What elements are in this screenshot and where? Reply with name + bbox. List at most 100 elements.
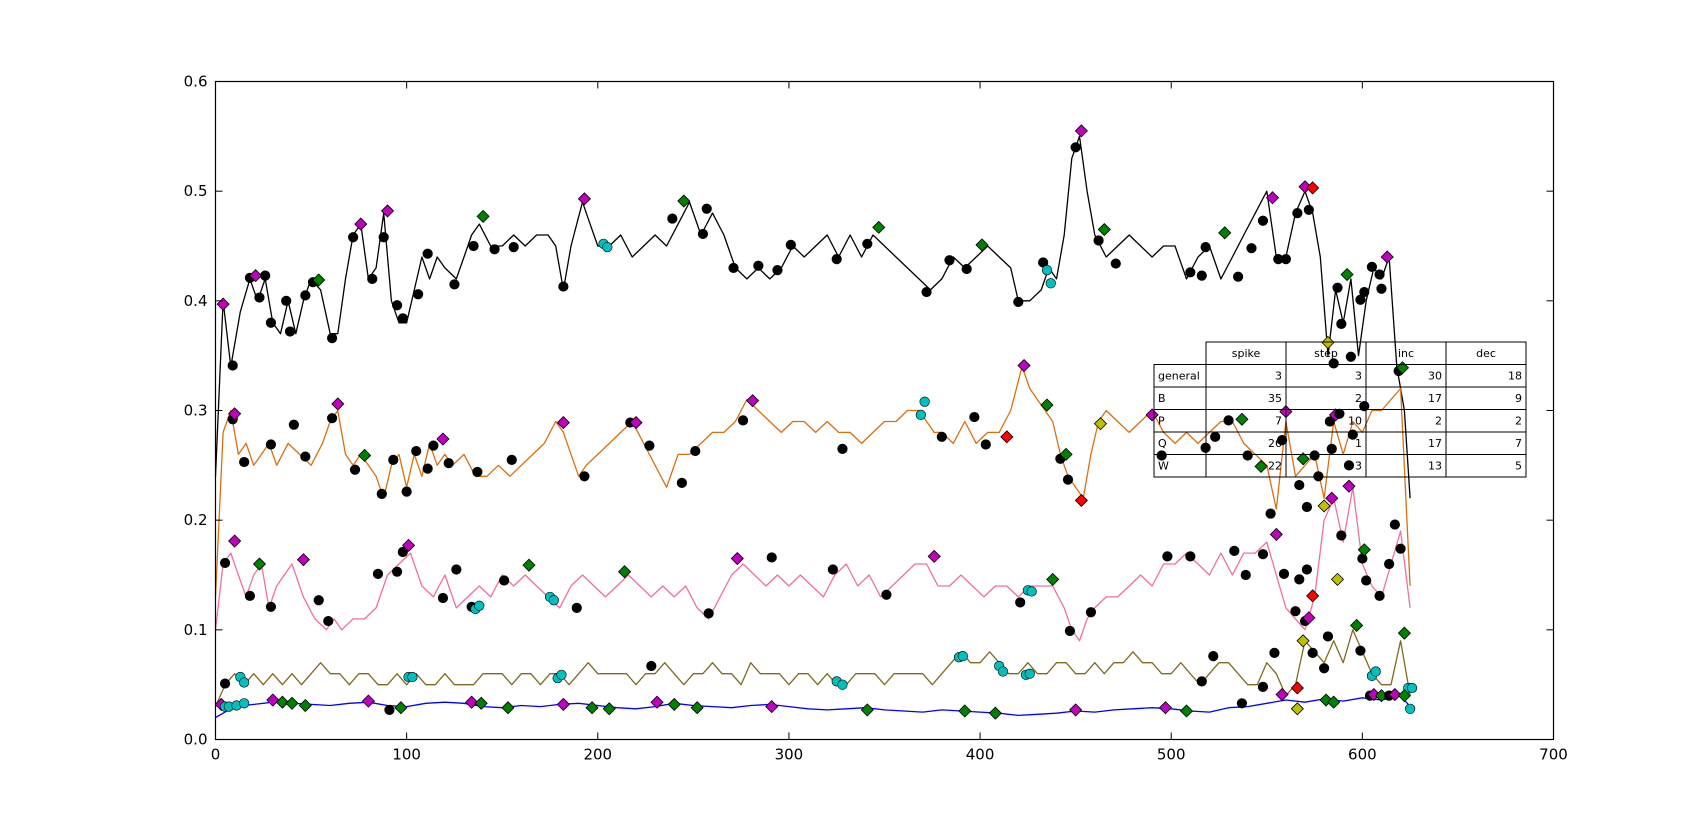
- table-cell-value: 7: [1515, 437, 1522, 450]
- series-3-marker-32: [1026, 586, 1037, 597]
- series-1-marker-24: [468, 240, 479, 252]
- series-1-marker-45: [961, 263, 972, 275]
- series-4-marker-7: [556, 669, 567, 680]
- series-2-marker-48: [1223, 415, 1234, 426]
- series-2-marker-51: [1254, 459, 1268, 473]
- y-tick-label: 0.0: [184, 731, 208, 749]
- x-tick-label: 700: [1539, 746, 1568, 764]
- series-3-marker-46: [1301, 564, 1313, 575]
- series-4-marker-14: [997, 666, 1009, 677]
- series-1-marker-16: [367, 273, 378, 285]
- series-2-marker-8: [331, 397, 345, 411]
- table-cell-value: 2: [1515, 415, 1522, 428]
- table-cell-value: 22: [1268, 460, 1282, 473]
- series-3-marker-34: [1064, 625, 1076, 637]
- series-2-marker-9: [349, 464, 361, 475]
- series-3-marker-21: [548, 595, 559, 606]
- series-1-marker-19: [391, 300, 403, 311]
- series-1-marker-38: [772, 265, 783, 276]
- series-5-marker-21: [690, 701, 704, 715]
- series-2-marker-55: [1294, 479, 1305, 491]
- series-2-marker-20: [506, 454, 517, 465]
- table-cell-value: 1: [1355, 437, 1362, 450]
- x-tick-label: 600: [1348, 746, 1377, 764]
- series-1-marker-26: [489, 244, 500, 255]
- series-5-marker-19: [650, 695, 664, 709]
- series-2-marker-34: [969, 411, 980, 423]
- series-1-marker-46: [975, 238, 989, 252]
- series-2-marker-17: [436, 432, 450, 446]
- series-3-marker-17: [474, 600, 485, 611]
- series-1-marker-7: [265, 317, 277, 328]
- series-1-marker-13: [326, 333, 338, 344]
- table-cell-value: 2: [1435, 415, 1442, 428]
- table-cell-value: 17: [1428, 437, 1442, 450]
- series-2-marker-15: [422, 463, 433, 474]
- series-1-marker-63: [1265, 191, 1280, 205]
- series-3-marker-42: [1278, 568, 1290, 580]
- series-2-marker-33: [936, 431, 947, 442]
- series-3-marker-33: [1046, 572, 1060, 586]
- series-3-marker-37: [1185, 551, 1196, 562]
- series-3-marker-56: [1361, 575, 1372, 586]
- series-2-marker-49: [1235, 412, 1249, 426]
- series-2-marker-26: [676, 477, 687, 488]
- series-1-marker-22: [422, 248, 433, 259]
- series-1-marker-77: [1359, 286, 1370, 298]
- x-tick-label: 0: [211, 746, 221, 764]
- series-2-marker-7: [326, 413, 338, 424]
- series-2-marker-59: [1313, 471, 1324, 482]
- series-4-marker-27: [1355, 645, 1366, 656]
- series-1-marker-55: [1110, 258, 1121, 269]
- series-3-marker-52: [1336, 530, 1347, 541]
- series-3-marker-55: [1357, 543, 1371, 557]
- series-3-marker-1: [219, 557, 231, 569]
- series-5-marker-28: [1179, 704, 1194, 718]
- series-2-marker-24: [629, 415, 643, 430]
- series-2-marker-42: [1074, 493, 1088, 507]
- series-4-marker-18: [1208, 651, 1219, 662]
- series-5-marker-5: [239, 698, 250, 709]
- series-5-marker-40: [1405, 703, 1416, 714]
- series-1-marker-42: [872, 220, 886, 234]
- series-5-marker-22: [765, 700, 779, 714]
- series-5-marker-30: [1275, 687, 1289, 702]
- table-cell-value: 10: [1348, 415, 1362, 428]
- series-2-marker-61: [1326, 443, 1337, 454]
- series-1-marker-71: [1328, 358, 1339, 369]
- series-1-marker-60: [1233, 271, 1244, 282]
- series-1-marker-58: [1200, 241, 1211, 253]
- series-5-marker-23: [860, 703, 874, 717]
- series-1-marker-4: [249, 269, 263, 283]
- table-cell-value: 5: [1515, 460, 1522, 473]
- series-2-marker-18: [443, 458, 454, 469]
- series-1-marker-57: [1196, 270, 1207, 281]
- series-1-marker-81: [1380, 250, 1394, 264]
- series-3-marker-39: [1240, 569, 1251, 581]
- series-4-marker-30: [1397, 626, 1411, 640]
- series-2-marker-44: [1145, 408, 1159, 422]
- series-4-marker-20: [1269, 647, 1280, 658]
- series-4-marker-12: [957, 651, 968, 662]
- series-5-marker-25: [988, 706, 1002, 720]
- series-2-marker-37: [1017, 358, 1031, 373]
- series-1-marker-75: [1345, 351, 1356, 362]
- series-2-marker-31: [915, 409, 926, 420]
- series-2-marker-4: [265, 439, 277, 450]
- series-5-marker-8: [285, 696, 299, 710]
- series-3-marker-35: [1085, 607, 1097, 618]
- series-3-marker-30: [1015, 597, 1026, 608]
- series-1-marker-18: [380, 204, 395, 218]
- series-1-marker-66: [1292, 208, 1303, 219]
- series-3-marker-27: [827, 564, 838, 575]
- series-1-marker-36: [728, 262, 739, 274]
- series-1-marker-47: [1013, 296, 1024, 308]
- table-cell-value: 3: [1355, 460, 1362, 473]
- series-1-marker-61: [1246, 243, 1257, 254]
- series-3-marker-5: [265, 601, 277, 612]
- series-1-marker-52: [1074, 124, 1088, 138]
- series-line-5: [215, 694, 1411, 719]
- series-2-marker-30: [837, 443, 848, 454]
